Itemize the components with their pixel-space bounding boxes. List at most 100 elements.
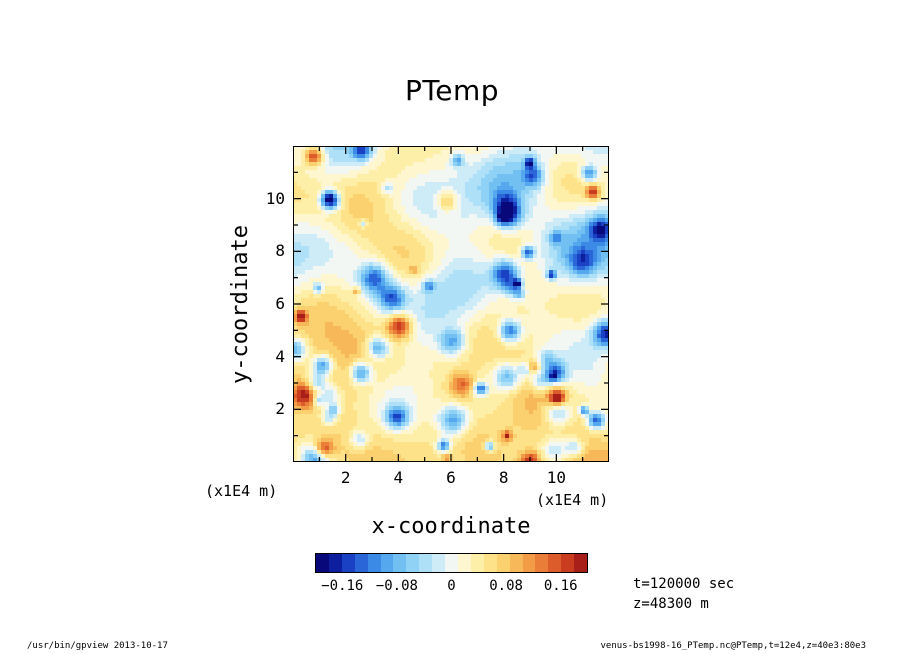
heatmap-cell [513,346,518,351]
heatmap-cell [501,402,506,407]
heatmap-cell [505,446,510,451]
heatmap-cell [337,430,342,435]
heatmap-cell [461,166,466,171]
heatmap-cell [469,382,474,387]
heatmap-cell [389,226,394,231]
heatmap-cell [373,210,378,215]
heatmap-cell [409,298,414,303]
heatmap-cell [397,202,402,207]
heatmap-cell [357,202,362,207]
heatmap-cell [453,206,458,211]
heatmap-cell [377,314,382,319]
heatmap-cell [469,302,474,307]
heatmap-cell [541,346,546,351]
heatmap-cell [541,218,546,223]
heatmap-cell [357,218,362,223]
heatmap-cell [421,258,426,263]
heatmap-cell [397,190,402,195]
heatmap-cell [449,302,454,307]
heatmap-cell [425,150,430,155]
heatmap-cell [441,190,446,195]
heatmap-cell [473,414,478,419]
heatmap-cell [489,434,494,439]
heatmap-cell [393,258,398,263]
heatmap-cell [473,454,478,459]
heatmap-cell [469,358,474,363]
heatmap-cell [425,278,430,283]
heatmap-cell [389,366,394,371]
heatmap-cell [477,230,482,235]
heatmap-cell [381,286,386,291]
heatmap-cell [481,174,486,179]
heatmap-cell [409,274,414,279]
heatmap-cell [317,290,322,295]
heatmap-cell [373,322,378,327]
heatmap-cell [349,186,354,191]
heatmap-cell [365,166,370,171]
heatmap-cell [461,266,466,271]
heatmap-cell [317,394,322,399]
heatmap-cell [305,422,310,427]
heatmap-cell [349,382,354,387]
heatmap-cell [457,166,462,171]
heatmap-cell [401,246,406,251]
heatmap-cell [477,190,482,195]
heatmap-cell [409,410,414,415]
heatmap-cell [333,410,338,415]
heatmap-cell [385,158,390,163]
heatmap-cell [329,150,334,155]
heatmap-cell [457,226,462,231]
heatmap-cell [493,354,498,359]
heatmap-cell [317,262,322,267]
heatmap-cell [437,302,442,307]
heatmap-cell [337,294,342,299]
heatmap-cell [445,374,450,379]
heatmap-cell [417,410,422,415]
heatmap-cell [297,254,302,259]
heatmap-cell [521,278,526,283]
heatmap-cell [405,250,410,255]
heatmap-cell [457,430,462,435]
heatmap-cell [425,194,430,199]
heatmap-cell [465,350,470,355]
heatmap-cell [465,382,470,387]
heatmap-cell [397,438,402,443]
heatmap-cell [425,234,430,239]
heatmap-cell [525,382,530,387]
heatmap-cell [405,258,410,263]
heatmap-cell [409,354,414,359]
heatmap-cell [517,194,522,199]
heatmap-cell [441,338,446,343]
heatmap-cell [313,394,318,399]
heatmap-cell [493,302,498,307]
heatmap-cell [377,178,382,183]
heatmap-cell [325,442,330,447]
heatmap-cell [325,326,330,331]
heatmap-cell [445,214,450,219]
heatmap-cell [393,306,398,311]
heatmap-cell [509,382,514,387]
heatmap-cell [537,150,542,155]
heatmap-cell [397,158,402,163]
heatmap-cell [329,186,334,191]
heatmap-cell [489,398,494,403]
heatmap-cell [293,346,298,351]
heatmap-cell [481,418,486,423]
heatmap-cell [325,458,330,462]
heatmap-cell [449,338,454,343]
heatmap-cell [505,454,510,459]
heatmap-cell [297,186,302,191]
heatmap-cell [373,458,378,462]
heatmap-cell [529,146,534,151]
heatmap-cell [381,258,386,263]
heatmap-cell [389,410,394,415]
heatmap-cell [533,294,538,299]
heatmap-cell [525,182,530,187]
heatmap-cell [473,154,478,159]
heatmap-cell [473,318,478,323]
heatmap-cell [469,182,474,187]
heatmap-cell [437,398,442,403]
heatmap-cell [405,286,410,291]
heatmap-cell [425,314,430,319]
heatmap-cell [437,226,442,231]
